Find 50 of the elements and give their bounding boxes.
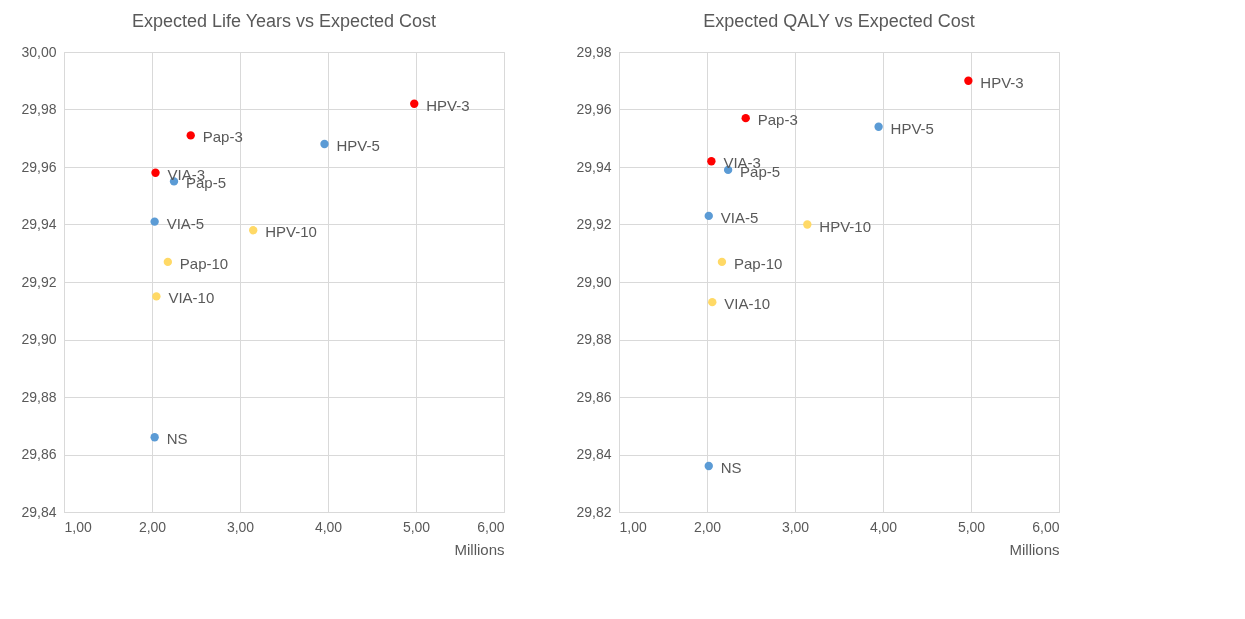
x-tick-label: 1,00 bbox=[64, 518, 92, 535]
annotation: HPV-5 bbox=[890, 119, 934, 137]
y-tick-label: 29,84 bbox=[576, 446, 612, 462]
annotation: VIA-10 bbox=[168, 289, 215, 307]
x-tick-label: 3,00 bbox=[781, 518, 810, 535]
annotation: VIA-10 bbox=[724, 295, 771, 313]
annotation: HPV-10 bbox=[265, 223, 317, 241]
annotation: HPV-10 bbox=[819, 217, 872, 235]
annotation: Pap-10 bbox=[733, 254, 783, 272]
x-tick-label: 5,00 bbox=[957, 518, 986, 535]
y-tick-label: 29,84 bbox=[21, 503, 57, 520]
annotation: Pap-3 bbox=[757, 111, 798, 129]
y-tick-label: 29,96 bbox=[576, 101, 612, 117]
y-tick-label: 29,88 bbox=[21, 388, 57, 405]
x-tick-label: 6,00 bbox=[477, 518, 505, 535]
annotation: Pap-3 bbox=[202, 128, 243, 146]
y-tick-label: 29,94 bbox=[576, 158, 612, 175]
x-tick-label: 3,00 bbox=[226, 518, 255, 535]
y-tick-label: 29,86 bbox=[21, 446, 57, 462]
y-tick-label: 29,96 bbox=[21, 158, 57, 175]
y-tick-label: 30,00 bbox=[21, 43, 57, 60]
annotation: HPV-5 bbox=[336, 137, 380, 154]
x-tick-label: 2,00 bbox=[138, 518, 167, 535]
x-tick-label: 4,00 bbox=[314, 518, 343, 535]
x-tick-label: 5,00 bbox=[402, 518, 431, 535]
x-axis-title: Millions bbox=[1009, 540, 1060, 558]
annotation: HPV-3 bbox=[426, 96, 470, 114]
y-tick-label: 29,90 bbox=[21, 331, 57, 347]
chart-title: Expected Life Years vs Expected Cost bbox=[131, 11, 437, 31]
y-tick-label: 29,86 bbox=[576, 388, 612, 405]
annotation: NS bbox=[720, 459, 742, 476]
annotation: HPV-3 bbox=[980, 73, 1024, 91]
y-tick-label: 29,90 bbox=[576, 273, 612, 290]
x-tick-label: 2,00 bbox=[693, 518, 722, 535]
chart-title: Expected QALY vs Expected Cost bbox=[703, 11, 975, 31]
y-tick-label: 29,92 bbox=[576, 216, 612, 232]
x-tick-label: 1,00 bbox=[619, 518, 647, 535]
y-tick-label: 29,98 bbox=[576, 43, 612, 60]
annotation: NS bbox=[166, 430, 188, 448]
y-tick-label: 29,82 bbox=[576, 503, 612, 520]
x-axis-title: Millions bbox=[454, 540, 505, 558]
x-tick-label: 6,00 bbox=[1032, 518, 1060, 535]
x-tick-label: 4,00 bbox=[869, 518, 898, 535]
annotation: VIA-5 bbox=[166, 214, 205, 232]
y-tick-label: 29,94 bbox=[21, 216, 57, 232]
annotation: Pap-10 bbox=[179, 254, 229, 272]
y-tick-label: 29,92 bbox=[21, 273, 57, 290]
y-tick-label: 29,88 bbox=[576, 331, 612, 347]
annotation: VIA-5 bbox=[720, 208, 759, 226]
y-tick-label: 29,98 bbox=[21, 101, 57, 117]
